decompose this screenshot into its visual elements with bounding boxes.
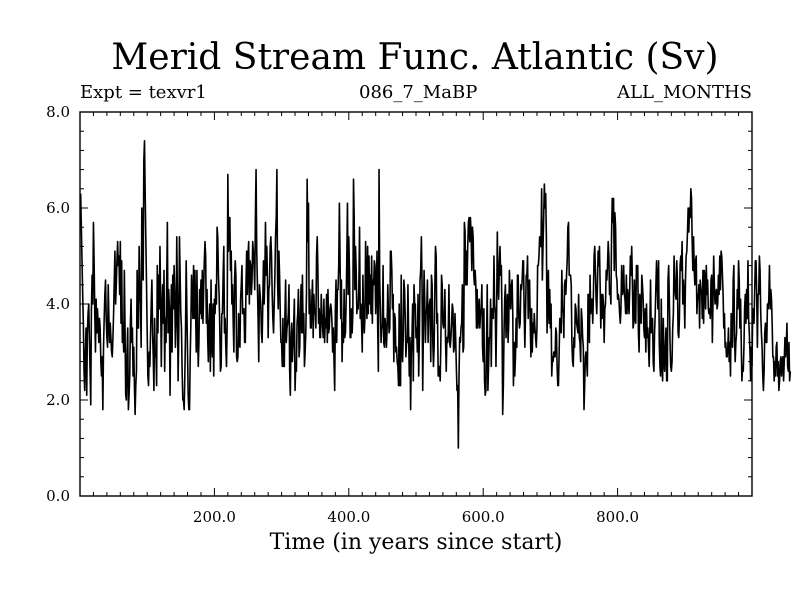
y-tick-label: 6.0 — [46, 199, 70, 217]
y-tick-label: 4.0 — [46, 295, 70, 313]
experiment-label: Expt = texvr1 — [80, 82, 207, 103]
x-axis-label: Time (in years since start) — [269, 530, 563, 555]
y-tick-label: 2.0 — [46, 391, 70, 409]
months-label: ALL_MONTHS — [617, 82, 752, 103]
y-tick-label: 8.0 — [46, 103, 70, 121]
run-id-label: 086_7_MaBP — [359, 82, 478, 103]
x-tick-label: 800.0 — [596, 508, 639, 526]
plot-frame — [79, 111, 753, 497]
chart-title: Merid Stream Func. Atlantic (Sv) — [111, 37, 719, 78]
x-tick-label: 200.0 — [193, 508, 236, 526]
y-tick-label: 0.0 — [46, 487, 70, 505]
axis-tick-labels: 200.0 400.0 600.0 800.0 0.0 2.0 4.0 6.0 8.0 — [46, 103, 639, 526]
x-tick-label: 600.0 — [462, 508, 505, 526]
x-tick-label: 400.0 — [327, 508, 370, 526]
series-line — [79, 140, 792, 449]
